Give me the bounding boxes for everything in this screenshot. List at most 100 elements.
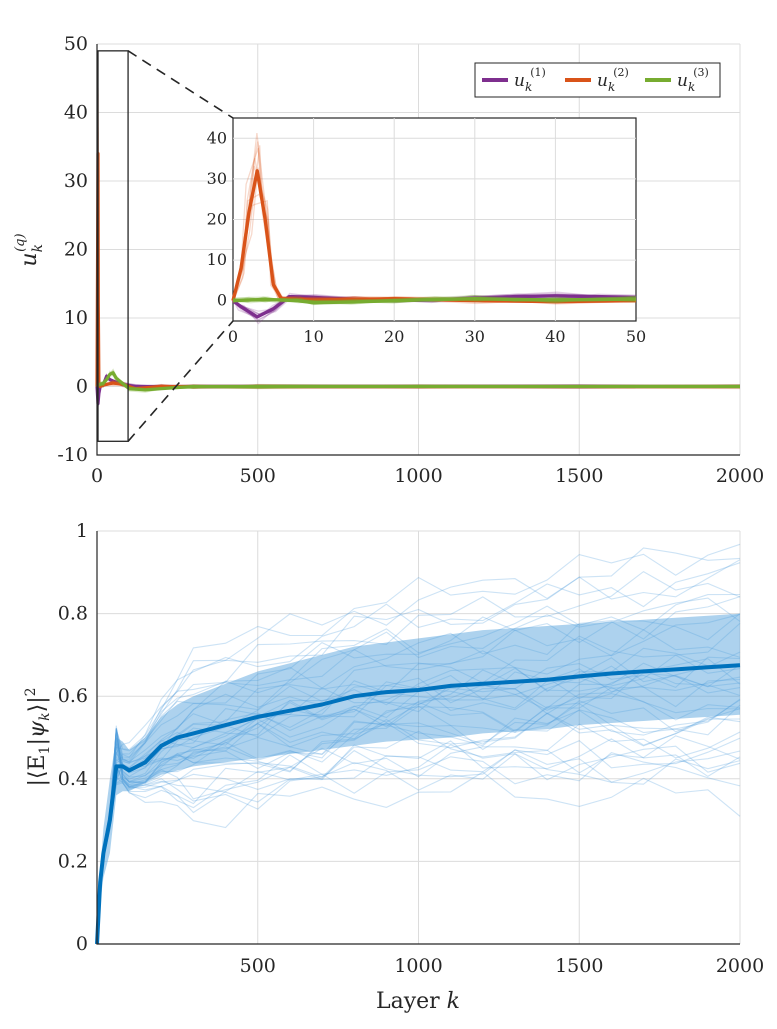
top-ytick-50: 50	[64, 33, 88, 55]
bottom-trace-7	[96, 657, 741, 945]
inset-series-line-3	[232, 297, 637, 305]
legend-u1-sup: (1)	[530, 66, 546, 79]
bottom-trace-33	[96, 656, 741, 945]
bottom-trace-28	[96, 728, 741, 945]
bottom-std-band	[97, 613, 740, 944]
inset-x-tick-labels: 0 10 20 30 40 50	[228, 327, 646, 346]
legend-entry-u2: uk(2)	[565, 66, 629, 94]
top-ytick-10: 10	[64, 307, 88, 329]
inset-xtick-20: 20	[384, 327, 404, 346]
bottom-trace-30	[96, 737, 741, 945]
bottom-trace-22	[96, 629, 741, 945]
bottom-trace-6	[96, 654, 741, 945]
xlabel-var: k	[447, 989, 460, 1014]
bottom-trace-19	[96, 622, 741, 945]
top-xtick-500: 500	[240, 465, 276, 487]
bottom-trace-36	[96, 593, 741, 945]
bottom-trace-9	[96, 686, 741, 945]
bottom-xtick-1000: 1000	[394, 955, 442, 977]
inset-xtick-0: 0	[228, 327, 238, 346]
bottom-trace-26	[96, 597, 741, 945]
ylabel-sub: 1	[37, 746, 53, 755]
bottom-axes-frame	[96, 531, 740, 945]
legend-entry-u3: uk(3)	[645, 66, 709, 94]
bottom-y-axis-label: |⟨E1|ψk⟩|2	[23, 687, 53, 786]
zoom-indicator	[97, 50, 234, 442]
bottom-trace-10	[96, 712, 741, 945]
bottom-trace-12	[96, 596, 741, 945]
bottom-trace-37	[96, 672, 741, 945]
top-y-axis-label: uk(q)	[13, 233, 46, 266]
legend-u1-base: u	[514, 71, 525, 91]
top-ytick-40: 40	[64, 102, 88, 124]
bottom-mean-group	[95, 663, 741, 945]
legend-label-u1: uk(1)	[514, 66, 546, 94]
bottom-trace-15	[96, 647, 741, 945]
zoom-box	[97, 50, 129, 442]
inset-y-tick-labels: 0 10 20 30 40	[207, 128, 227, 309]
legend-u3-sup: (3)	[693, 66, 709, 79]
ylabel-mid: |ψ	[25, 720, 50, 745]
bottom-trace-0	[96, 753, 741, 945]
bottom-trace-25	[96, 699, 741, 945]
inset-xtick-30: 30	[465, 327, 485, 346]
bottom-trace-13	[96, 562, 741, 945]
legend-label-u2: uk(2)	[597, 66, 629, 94]
top-xtick-2000: 2000	[716, 465, 764, 487]
bottom-trace-27	[96, 728, 741, 945]
legend-label-u3: uk(3)	[677, 66, 709, 94]
bottom-trace-31	[96, 547, 741, 945]
inset-ytick-40: 40	[207, 128, 227, 147]
xlabel-text: Layer	[376, 989, 447, 1014]
bottom-ytick-0.2: 0.2	[58, 850, 88, 872]
bottom-mean-line	[95, 663, 741, 945]
zoom-connector-bottom	[127, 320, 234, 442]
top-xtick-0: 0	[91, 465, 103, 487]
top-xtick-1000: 1000	[394, 465, 442, 487]
ylabel-text: |⟨E	[25, 754, 50, 786]
bottom-trace-32	[96, 738, 741, 945]
ylabel-sub2: k	[37, 712, 53, 720]
inset-xtick-10: 10	[303, 327, 323, 346]
bottom-trace-21	[96, 698, 741, 945]
inset-ytick-0: 0	[217, 291, 227, 310]
legend-u1-sub: k	[525, 80, 532, 94]
bottom-y-tick-labels: 0 0.2 0.4 0.6 0.8 1	[58, 520, 88, 955]
bottom-trace-8	[96, 765, 741, 945]
bottom-trace-34	[96, 693, 741, 945]
bottom-trace-39	[96, 658, 741, 945]
top-ytick-0: 0	[76, 376, 88, 398]
inset-series-group	[231, 133, 637, 325]
bottom-trace-17	[96, 543, 741, 945]
bottom-ytick-0.6: 0.6	[58, 685, 88, 707]
zoom-connector-top	[127, 50, 234, 119]
bottom-individual-traces	[96, 543, 741, 945]
bottom-ytick-0: 0	[76, 933, 88, 955]
legend: uk(1) uk(2) uk(3)	[474, 62, 721, 98]
inset-chart: 0 10 20 30 40 50 0 10 20 30 40	[207, 117, 646, 346]
bottom-trace-18	[96, 677, 741, 945]
top-y-tick-labels: -10 0 10 20 30 40 50	[57, 33, 88, 466]
legend-u2-base: u	[597, 71, 608, 91]
bottom-trace-23	[96, 651, 741, 945]
bottom-trace-14	[96, 669, 741, 945]
legend-u2-sub: k	[608, 80, 615, 94]
top-ytick-20: 20	[64, 239, 88, 261]
ylabel-end: ⟩|	[25, 696, 50, 712]
top-ytick-30: 30	[64, 170, 88, 192]
bottom-trace-2	[96, 751, 741, 945]
top-ylabel-base: u	[17, 252, 42, 266]
bottom-x-axis-label: Layer k	[376, 989, 460, 1014]
legend-u3-sub: k	[688, 80, 695, 94]
bottom-trace-29	[96, 712, 741, 945]
bottom-trace-20	[96, 704, 741, 945]
inset-ytick-20: 20	[207, 210, 227, 229]
top-ylabel-sub: k	[30, 244, 46, 252]
top-xtick-1500: 1500	[555, 465, 603, 487]
bottom-xtick-500: 500	[240, 955, 276, 977]
bottom-trace-24	[96, 613, 741, 945]
inset-xtick-50: 50	[626, 327, 646, 346]
bottom-ytick-0.4: 0.4	[58, 768, 88, 790]
